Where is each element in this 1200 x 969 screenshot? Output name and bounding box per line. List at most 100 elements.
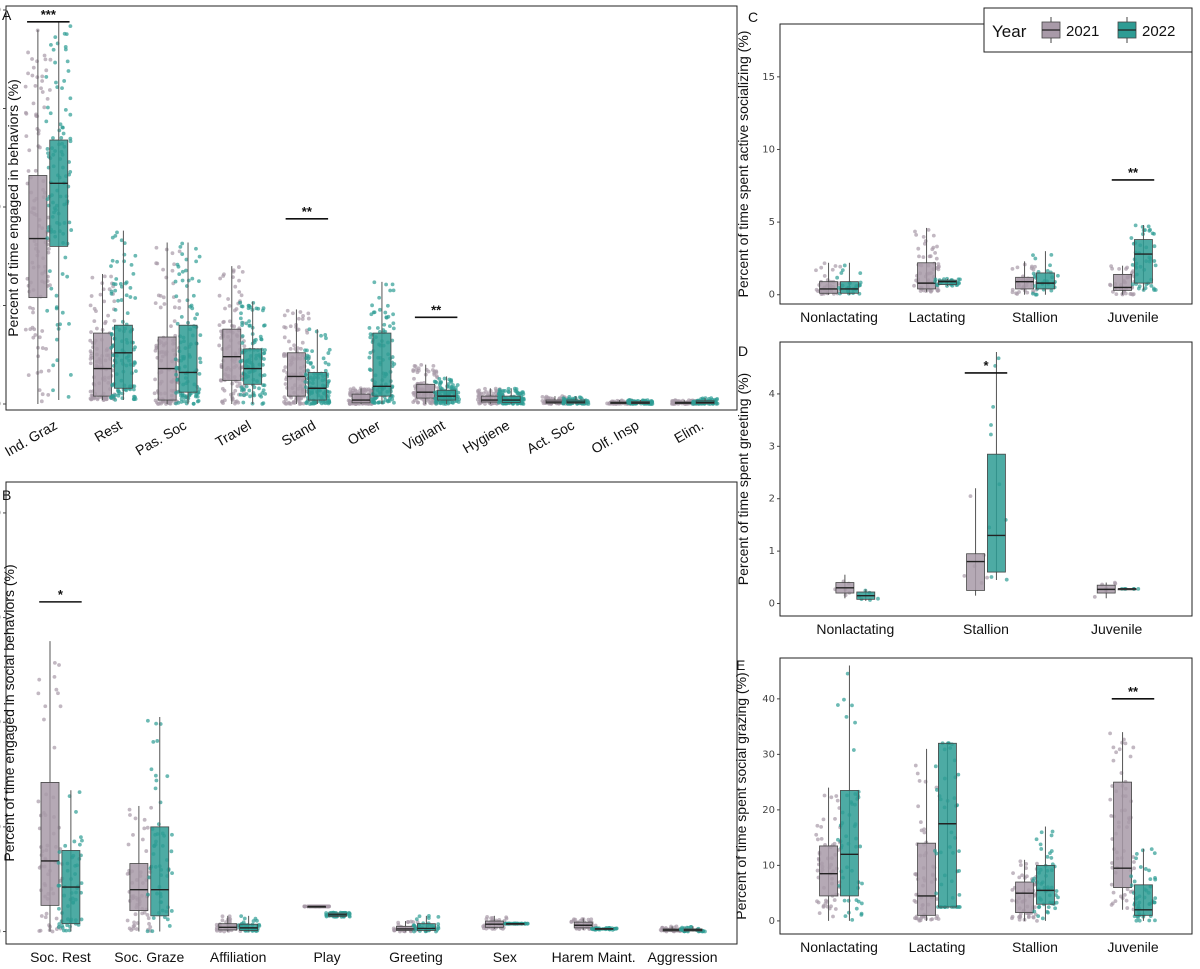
data-point-2022 — [252, 385, 257, 390]
data-point-2021 — [25, 276, 30, 281]
data-point-2022 — [240, 334, 245, 338]
data-point-2022 — [1143, 867, 1148, 871]
data-point-2022 — [1039, 830, 1044, 835]
data-point-2021 — [434, 374, 439, 379]
data-point-2022 — [715, 396, 720, 401]
data-point-2022 — [1032, 909, 1037, 914]
data-point-2022 — [303, 379, 308, 384]
data-point-2021 — [56, 691, 60, 696]
data-point-2022 — [247, 319, 252, 324]
data-point-2022 — [184, 268, 188, 273]
y-tick-label: 3 — [769, 441, 775, 452]
data-point-2021 — [936, 265, 941, 270]
box-iqr — [113, 324, 133, 389]
data-point-2021 — [391, 926, 396, 931]
data-point-2022 — [150, 929, 155, 934]
data-point-2021 — [912, 283, 916, 288]
data-point-2021 — [301, 314, 305, 318]
category-label: Play — [313, 949, 340, 965]
data-point-2022 — [261, 388, 266, 393]
data-point-2021 — [237, 278, 241, 283]
data-point-2021 — [815, 823, 820, 828]
data-point-2022 — [170, 832, 174, 837]
box-2022 — [1129, 223, 1158, 292]
data-point-2021 — [674, 924, 679, 929]
data-point-2021 — [913, 763, 918, 768]
data-point-2022 — [49, 42, 53, 47]
panel-D-frame — [779, 341, 1193, 617]
data-point-2022 — [242, 916, 247, 921]
box-2021 — [540, 394, 570, 406]
data-point-2022 — [525, 921, 530, 926]
data-point-2021 — [500, 926, 505, 931]
category-label: Affiliation — [210, 949, 267, 965]
box-iqr — [222, 328, 242, 381]
data-point-2022 — [1034, 292, 1039, 297]
data-point-2022 — [496, 396, 501, 400]
data-point-2021 — [1131, 269, 1135, 274]
data-point-2022 — [174, 390, 179, 395]
data-point-2022 — [55, 337, 59, 342]
data-point-2022 — [68, 24, 73, 29]
data-point-2022 — [372, 280, 377, 285]
data-point-2021 — [37, 929, 42, 933]
data-point-2022 — [370, 303, 374, 308]
box-2022 — [835, 262, 863, 296]
data-point-2021 — [831, 914, 835, 919]
data-point-2022 — [433, 396, 438, 401]
box-2022 — [856, 588, 880, 602]
data-point-2022 — [180, 252, 185, 257]
data-point-2021 — [218, 276, 223, 281]
box-iqr — [49, 139, 69, 247]
data-point-2022 — [247, 323, 252, 328]
data-point-2022 — [239, 385, 244, 390]
data-point-2022 — [120, 319, 125, 324]
data-point-2022 — [180, 278, 185, 283]
box-2022 — [933, 741, 962, 909]
data-point-2021 — [419, 362, 424, 367]
data-point-2022 — [153, 786, 158, 791]
data-point-2022 — [850, 917, 855, 922]
data-point-2022 — [44, 119, 49, 124]
data-point-2021 — [282, 354, 286, 358]
box-iqr — [28, 175, 48, 299]
data-point-2022 — [65, 274, 70, 279]
data-point-2021 — [233, 308, 237, 313]
data-point-2022 — [989, 575, 994, 579]
data-point-2021 — [817, 911, 822, 916]
data-point-2022 — [261, 383, 266, 388]
data-point-2021 — [30, 73, 35, 78]
data-point-2022 — [369, 312, 374, 317]
category-label: Sex — [493, 949, 517, 965]
data-point-2022 — [691, 400, 696, 404]
data-point-2021 — [1128, 889, 1133, 894]
data-point-2021 — [1132, 866, 1136, 871]
data-point-2022 — [1148, 877, 1153, 882]
data-point-2021 — [306, 311, 311, 316]
category-label: Rest — [92, 417, 125, 445]
data-point-2022 — [383, 398, 388, 402]
legend-label-2022: 2022 — [1142, 23, 1175, 40]
data-point-2022 — [132, 347, 136, 352]
data-point-2022 — [1039, 847, 1044, 851]
data-point-2021 — [357, 389, 362, 393]
data-point-2021 — [914, 900, 918, 904]
data-point-2021 — [134, 927, 139, 931]
data-point-2022 — [854, 898, 859, 903]
data-point-2021 — [125, 871, 130, 876]
data-point-2021 — [922, 241, 927, 246]
data-point-2021 — [1017, 917, 1022, 922]
data-point-2022 — [1152, 851, 1157, 856]
data-point-2021 — [42, 717, 46, 722]
data-point-2022 — [45, 147, 50, 151]
data-point-2022 — [47, 269, 52, 274]
data-point-2022 — [79, 835, 83, 839]
data-point-2022 — [442, 376, 447, 381]
data-point-2021 — [282, 325, 287, 329]
data-point-2022 — [257, 393, 262, 398]
data-point-2021 — [1132, 860, 1136, 864]
data-point-2022 — [196, 390, 201, 395]
data-point-2022 — [1152, 244, 1157, 249]
y-tick-label: 60 — [0, 613, 1, 624]
data-point-2021 — [1114, 750, 1119, 755]
